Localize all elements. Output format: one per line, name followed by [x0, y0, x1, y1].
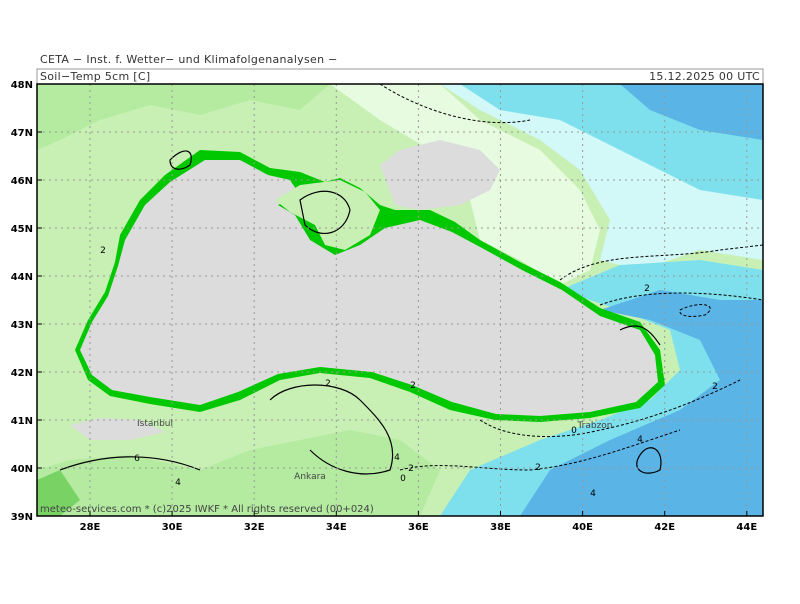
variable-label: Soil−Temp 5cm [C]: [40, 70, 150, 83]
contours: [59, 150, 662, 475]
contour-label: 6: [134, 454, 140, 464]
contour-label: 0: [571, 426, 577, 436]
sea-of-azov: [380, 140, 500, 210]
contour-label: 0: [400, 474, 406, 484]
contour-label: 2: [644, 284, 650, 294]
land-zone: [37, 84, 330, 150]
lon-label: 40E: [572, 522, 593, 533]
lat-label: 48N: [11, 80, 33, 91]
lat-label: 41N: [11, 416, 33, 427]
crimea: [275, 180, 380, 250]
lat-label: 43N: [11, 320, 33, 331]
cold-zone: [520, 290, 763, 516]
grid: [37, 84, 763, 516]
frame: [36, 83, 764, 517]
lon-label: 30E: [162, 522, 183, 533]
contour-label: 4: [637, 435, 643, 445]
place-label: Istanbul: [137, 419, 173, 429]
lon-label: 44E: [736, 522, 757, 533]
lat-label: 47N: [11, 128, 33, 139]
lon-label: 32E: [244, 522, 265, 533]
lat-label: 46N: [11, 176, 33, 187]
source-label: CETA − Inst. f. Wetter− und Klimafolgena…: [40, 53, 338, 66]
contours-dashed: [379, 84, 763, 471]
lon-label: 42E: [654, 522, 675, 533]
lat-label: 42N: [11, 368, 33, 379]
lat-label: 40N: [11, 464, 33, 475]
map-area: [37, 84, 763, 516]
lon-label: 38E: [490, 522, 511, 533]
contour-label: 4: [590, 489, 596, 499]
lat-label: 39N: [11, 512, 33, 523]
contour-label: 4: [394, 453, 400, 463]
lon-label: 36E: [408, 522, 429, 533]
valid-time: 15.12.2025 00 UTC: [649, 70, 760, 83]
contour-label: 2: [535, 463, 541, 473]
contour-label: 2: [712, 382, 718, 392]
land-zone: [37, 470, 80, 516]
black-sea: [80, 160, 658, 416]
lon-label: 34E: [326, 522, 347, 533]
sea-of-marmara: [70, 418, 165, 440]
place-label: Trabzon: [576, 421, 612, 431]
lat-label: 44N: [11, 272, 33, 283]
contour-label: 2: [100, 246, 106, 256]
contour-label: 2: [325, 379, 331, 389]
place-label: Ankara: [294, 472, 326, 482]
lon-label: 28E: [80, 522, 101, 533]
land-zone: [37, 430, 440, 516]
contour-label: 2: [408, 464, 414, 474]
lat-label: 45N: [11, 224, 33, 235]
contour-label: 4: [175, 478, 181, 488]
cold-zone: [620, 84, 763, 140]
labels: 48N 47N 46N 45N 44N 43N 42N 41N 40N 39N 28E 30E 32E 3…: [11, 80, 758, 533]
copyright: meteo-services.com * (c)2025 IWKF * All …: [40, 504, 374, 515]
contour-label: 2: [410, 381, 416, 391]
